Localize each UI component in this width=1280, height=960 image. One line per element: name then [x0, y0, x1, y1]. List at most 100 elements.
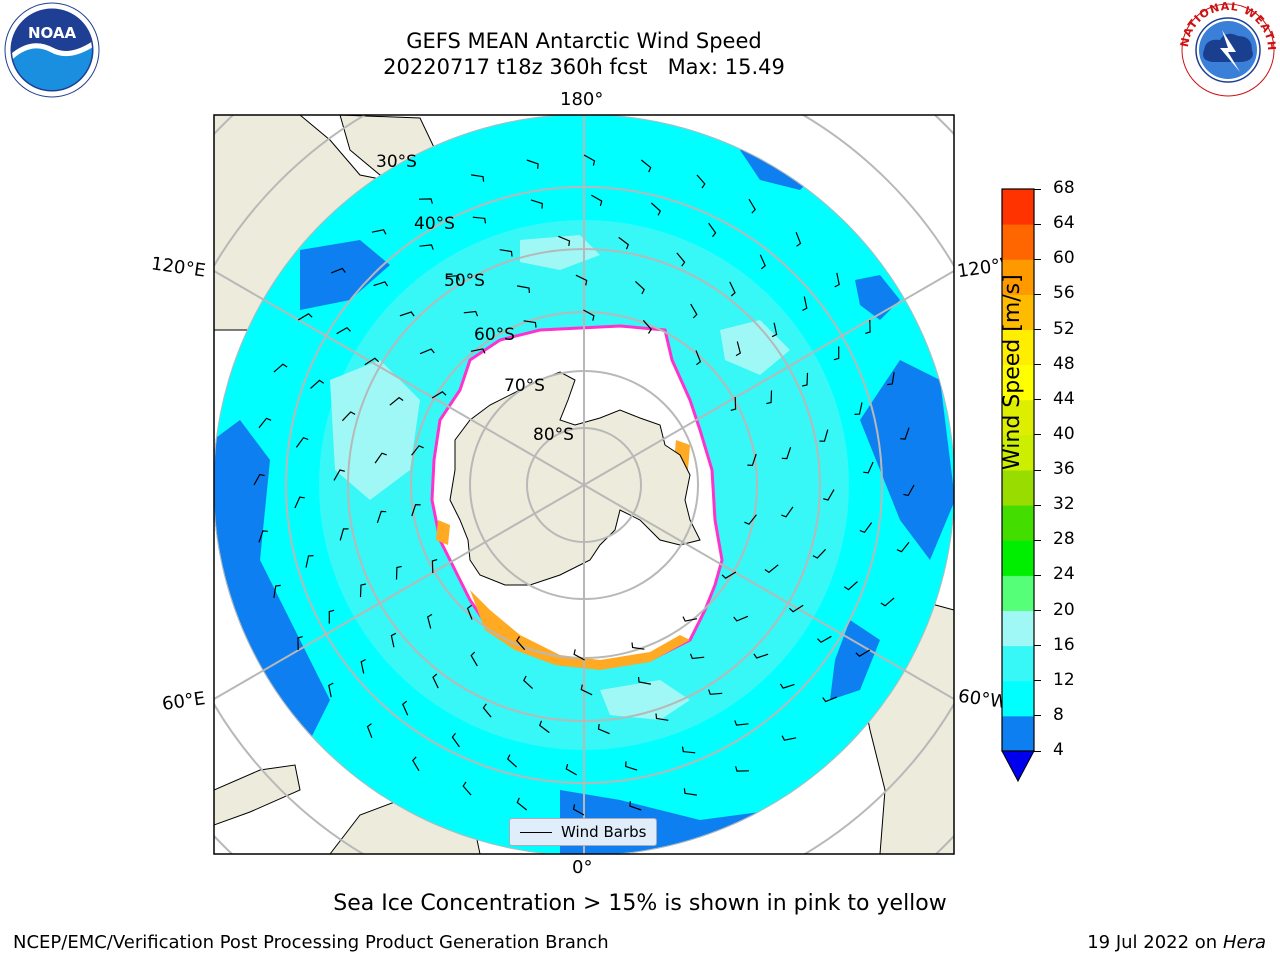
- wind-barb: [625, 761, 638, 771]
- colorbar-segment: [1002, 505, 1034, 541]
- wind-barb: [376, 510, 387, 523]
- wind-barb: [395, 565, 402, 580]
- colorbar-segment: [1002, 189, 1034, 225]
- lon-label-180: 180°: [560, 89, 604, 110]
- wind-barb: [523, 675, 534, 690]
- wind-barb: [359, 583, 366, 598]
- wind-barb: [781, 506, 794, 518]
- wind-barb: [341, 411, 356, 422]
- wind-barb: [781, 447, 792, 460]
- lat-label-30s: 30°S: [376, 152, 417, 172]
- wind-barb: [364, 357, 380, 366]
- wind-barb: [516, 636, 526, 651]
- wind-barb: [843, 581, 858, 591]
- colorbar-tick-mark: [1034, 750, 1041, 752]
- wind-barb: [580, 684, 593, 696]
- wind-barb: [431, 391, 447, 399]
- wind-barb: [681, 746, 696, 754]
- wind-barb: [591, 194, 603, 207]
- noaa-logo-text: NOAA: [28, 24, 77, 42]
- colorbar-tick-mark: [1034, 293, 1041, 295]
- wind-barb: [471, 174, 485, 182]
- wind-barb: [759, 254, 766, 270]
- colorbar-tick-mark: [1034, 223, 1041, 225]
- wind-barb: [470, 651, 478, 667]
- wind-barb: [748, 198, 756, 214]
- colorbar-tick-label: 8: [1053, 704, 1064, 725]
- colorbar-tick-label: 28: [1053, 529, 1075, 550]
- wind-barb: [696, 174, 706, 189]
- wind-barb: [530, 199, 543, 209]
- colorbar-segment: [1002, 575, 1034, 611]
- wind-barb: [629, 801, 642, 811]
- wind-barb: [771, 322, 778, 338]
- colorbar-tick-label: 52: [1053, 318, 1075, 339]
- wind-barb: [583, 309, 595, 321]
- colorbar-tick-label: 68: [1053, 178, 1075, 198]
- wind-barb: [297, 636, 303, 651]
- colorbar-segment: [1002, 224, 1034, 260]
- wind-barb: [373, 281, 389, 287]
- footer-host: Hera: [1222, 932, 1266, 953]
- wind-barb: [328, 682, 334, 698]
- wind-barb: [812, 548, 827, 559]
- legend-label: Wind Barbs: [561, 823, 647, 841]
- wind-barb: [855, 649, 871, 657]
- colorbar-tick-mark: [1034, 539, 1041, 541]
- wind-barb: [823, 489, 835, 501]
- wind-barb: [729, 281, 736, 297]
- wind-barb: [310, 379, 325, 389]
- wind-barb: [374, 452, 387, 464]
- wind-barb: [371, 229, 387, 235]
- wind-barb: [572, 804, 585, 816]
- wind-barb: [753, 653, 769, 659]
- wind-barb: [735, 341, 741, 357]
- colorbar-tick-label: 44: [1053, 388, 1075, 409]
- colorbar-tick-mark: [1034, 680, 1041, 682]
- wind-barb: [506, 754, 518, 768]
- wind-barb: [411, 445, 424, 456]
- wind-barb: [482, 703, 492, 718]
- wind-barb: [360, 658, 366, 674]
- colorbar-tick-label: 56: [1053, 283, 1075, 304]
- sea-ice-caption: Sea Ice Concentration > 15% is shown in …: [333, 891, 947, 916]
- lon-label-60e: 60°E: [160, 688, 207, 715]
- wind-barb: [859, 522, 873, 534]
- wind-barb: [431, 559, 438, 574]
- wind-barb: [253, 473, 265, 486]
- lat-label-40s: 40°S: [414, 214, 455, 234]
- colorbar-tick-mark: [1034, 434, 1041, 436]
- wind-barb: [735, 766, 750, 772]
- wind-barb: [523, 320, 537, 328]
- wind-barb: [258, 530, 268, 543]
- colorbar-tick-mark: [1034, 715, 1041, 717]
- wind-barb: [733, 615, 749, 622]
- wind-barb: [642, 319, 652, 334]
- wind-barb: [788, 604, 804, 613]
- wind-barbs-legend: Wind Barbs: [509, 818, 657, 846]
- wind-barb: [336, 326, 351, 335]
- colorbar-tick-label: 40: [1053, 423, 1075, 444]
- wind-barb: [744, 514, 757, 525]
- lon-label-0: 0°: [572, 857, 593, 878]
- wind-barb: [339, 528, 349, 541]
- colorbar-tick-mark: [1034, 258, 1041, 260]
- chart-title: GEFS MEAN Antarctic Wind Speed: [406, 29, 762, 53]
- wind-barbs: [253, 154, 915, 816]
- colorbar-underflow: [1001, 750, 1035, 783]
- wind-barb: [565, 763, 577, 776]
- lat-label-60s: 60°S: [474, 325, 515, 345]
- wind-barb: [880, 597, 895, 607]
- wind-barb: [690, 303, 698, 319]
- colorbar-tick-label: 4: [1053, 740, 1064, 760]
- lat-label-70s: 70°S: [504, 376, 545, 396]
- wind-barb: [333, 469, 345, 481]
- wind-barb: [472, 216, 487, 224]
- colorbar: [1001, 188, 1035, 783]
- wind-barb: [412, 756, 420, 772]
- wind-barb: [708, 222, 717, 238]
- footer-credit: NCEP/EMC/Verification Post Processing Pr…: [13, 932, 609, 953]
- colorbar-tick-label: 12: [1053, 669, 1075, 690]
- colorbar-segment: [1002, 364, 1034, 401]
- wind-barb: [432, 673, 439, 689]
